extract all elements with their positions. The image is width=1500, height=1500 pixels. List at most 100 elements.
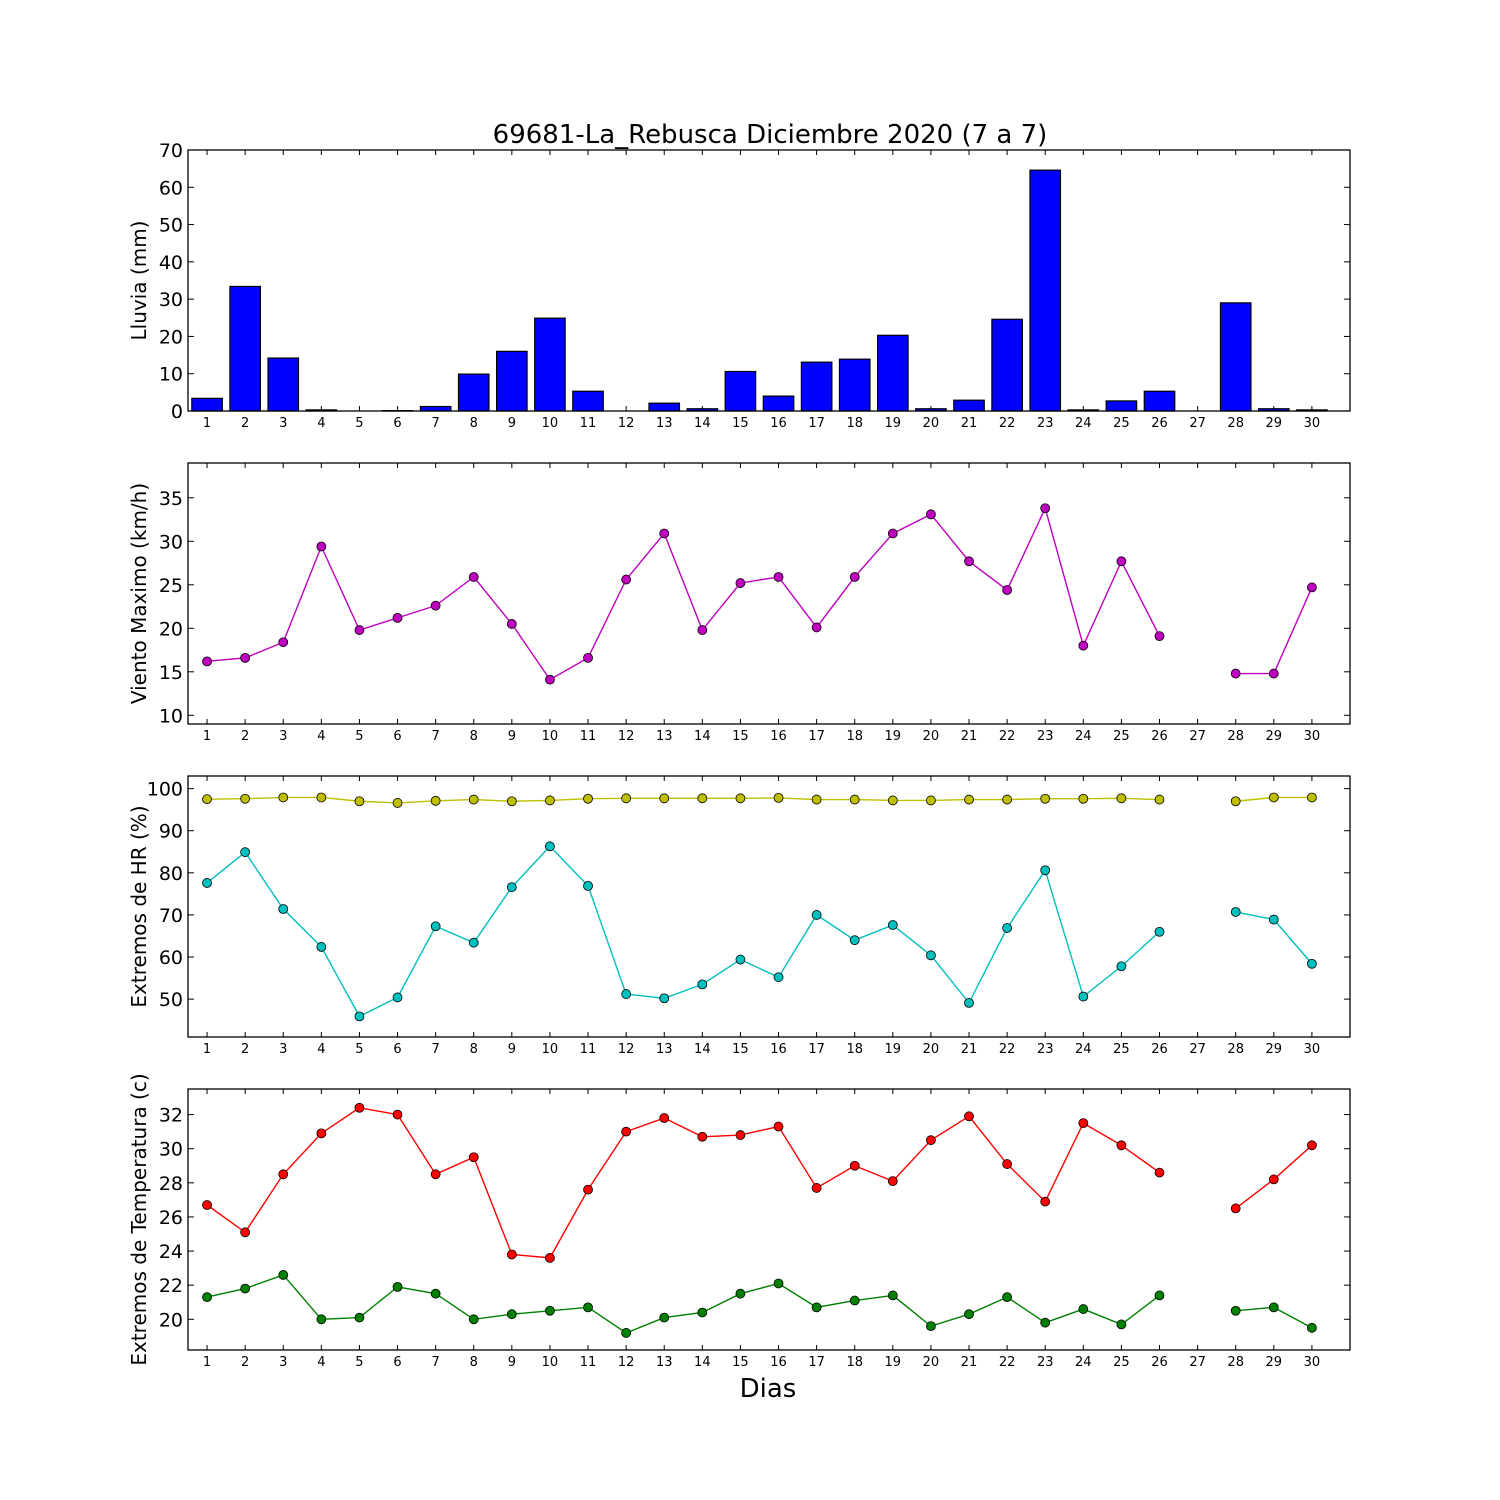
point-temp_max-day-21 xyxy=(964,1111,974,1122)
x-tick-label: 25 xyxy=(1113,416,1130,431)
x-tick-label: 13 xyxy=(656,1355,673,1370)
point-hr_max-day-12 xyxy=(621,793,632,804)
bar-day-25 xyxy=(1105,400,1138,412)
point-hr_min-day-13 xyxy=(659,993,670,1004)
bar-day-13 xyxy=(648,402,681,412)
x-tick-label: 6 xyxy=(393,1042,401,1057)
bar-day-15 xyxy=(724,370,757,412)
point-temp_max-day-8 xyxy=(468,1152,479,1163)
point-hr_min-day-1 xyxy=(202,878,212,888)
x-tick-label: 17 xyxy=(808,1042,825,1057)
plot-frame xyxy=(187,1088,1351,1351)
x-tick-label: 26 xyxy=(1151,729,1168,744)
bar-day-23 xyxy=(1029,169,1062,412)
point-wind-day-30 xyxy=(1307,582,1317,593)
y-tick-label: 28 xyxy=(159,1173,183,1195)
x-tick-label: 20 xyxy=(923,416,940,431)
point-wind-day-22 xyxy=(1002,585,1013,595)
point-hr_min-day-7 xyxy=(430,921,441,932)
point-hr_min-day-18 xyxy=(849,935,860,946)
x-tick-label: 21 xyxy=(961,729,978,744)
point-temp_min-day-11 xyxy=(583,1302,593,1313)
point-hr_max-day-30 xyxy=(1307,792,1317,803)
y-tick-label: 15 xyxy=(159,662,183,684)
point-temp_min-day-10 xyxy=(545,1305,555,1316)
point-temp_max-day-30 xyxy=(1307,1140,1317,1151)
point-hr_min-day-20 xyxy=(926,950,936,961)
x-tick-label: 15 xyxy=(732,1042,749,1057)
x-tick-label: 21 xyxy=(961,1042,978,1057)
point-hr_min-day-28 xyxy=(1230,907,1241,917)
x-tick-label: 22 xyxy=(999,1355,1016,1370)
point-wind-day-7 xyxy=(430,600,441,611)
point-temp_max-day-13 xyxy=(659,1113,670,1123)
x-tick-label: 1 xyxy=(203,1355,211,1370)
point-temp_min-day-18 xyxy=(849,1295,860,1306)
point-temp_min-day-2 xyxy=(240,1283,251,1294)
point-hr_min-day-16 xyxy=(773,972,784,983)
point-hr_max-day-23 xyxy=(1040,793,1051,804)
point-temp_max-day-7 xyxy=(430,1169,441,1180)
x-tick-label: 27 xyxy=(1189,729,1206,744)
point-temp_max-day-5 xyxy=(354,1102,365,1113)
y-tick-label: 60 xyxy=(159,947,183,969)
point-temp_min-day-28 xyxy=(1230,1305,1241,1316)
x-tick-label: 28 xyxy=(1227,1042,1244,1057)
point-wind-day-29 xyxy=(1268,668,1279,679)
point-hr_max-day-13 xyxy=(659,793,670,804)
point-wind-day-17 xyxy=(811,622,822,633)
point-hr_max-day-18 xyxy=(849,794,860,805)
x-tick-label: 28 xyxy=(1227,416,1244,431)
bar-day-16 xyxy=(762,395,795,412)
y-tick-label: 20 xyxy=(159,618,183,640)
plot-frame xyxy=(187,462,1351,725)
y-tick-label: 100 xyxy=(147,779,183,801)
bar-day-1 xyxy=(191,397,223,412)
point-hr_min-day-2 xyxy=(240,847,251,858)
point-hr_max-day-16 xyxy=(773,792,784,803)
point-hr_max-day-3 xyxy=(278,792,289,803)
point-hr_min-day-29 xyxy=(1268,914,1279,925)
x-tick-label: 14 xyxy=(694,1042,711,1057)
x-tick-label: 12 xyxy=(618,1355,635,1370)
point-hr_min-day-11 xyxy=(583,880,593,891)
y-tick-label: 50 xyxy=(159,989,183,1011)
point-temp_min-day-30 xyxy=(1307,1322,1317,1333)
point-hr_max-day-21 xyxy=(964,794,974,805)
x-tick-label: 2 xyxy=(241,1042,249,1057)
point-hr_max-day-1 xyxy=(202,794,212,805)
point-hr_max-day-2 xyxy=(240,793,251,804)
x-axis-label: Dias xyxy=(740,1374,797,1404)
point-temp_min-day-22 xyxy=(1002,1292,1013,1303)
x-tick-label: 9 xyxy=(508,729,516,744)
x-tick-label: 8 xyxy=(470,729,478,744)
point-hr_max-day-9 xyxy=(506,796,517,807)
point-temp_min-day-23 xyxy=(1040,1317,1051,1328)
x-tick-label: 6 xyxy=(393,729,401,744)
x-tick-label: 5 xyxy=(355,729,363,744)
point-temp_max-day-22 xyxy=(1002,1159,1013,1169)
x-tick-label: 7 xyxy=(431,416,439,431)
x-tick-label: 9 xyxy=(508,1042,516,1057)
point-wind-day-11 xyxy=(583,652,593,663)
point-hr_min-day-5 xyxy=(354,1011,365,1022)
x-tick-label: 30 xyxy=(1304,1355,1321,1370)
point-temp_min-day-16 xyxy=(773,1278,784,1289)
point-temp_min-day-8 xyxy=(468,1314,479,1325)
x-tick-label: 17 xyxy=(808,729,825,744)
point-temp_min-day-17 xyxy=(811,1302,822,1313)
x-tick-label: 12 xyxy=(618,729,635,744)
x-tick-label: 19 xyxy=(885,729,902,744)
point-temp_max-day-10 xyxy=(545,1252,555,1263)
point-hr_max-day-26 xyxy=(1154,794,1165,805)
point-temp_max-day-20 xyxy=(926,1135,936,1146)
x-tick-label: 24 xyxy=(1075,1042,1092,1057)
x-tick-label: 10 xyxy=(542,729,559,744)
y-axis-label: Extremos de HR (%) xyxy=(127,805,151,1007)
x-tick-label: 24 xyxy=(1075,729,1092,744)
point-hr_min-day-9 xyxy=(506,882,517,893)
x-tick-label: 26 xyxy=(1151,416,1168,431)
